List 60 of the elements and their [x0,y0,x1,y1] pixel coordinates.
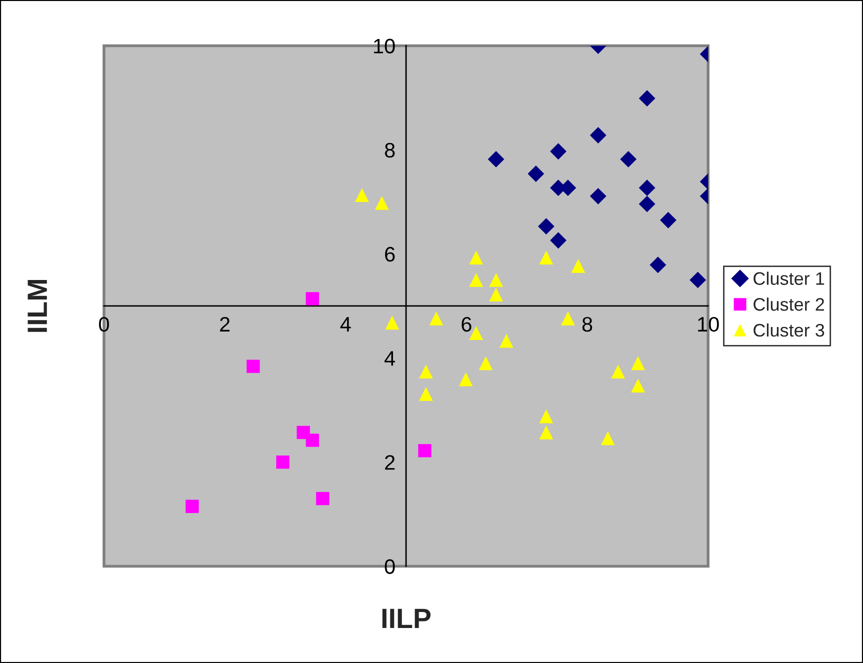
point [418,444,432,458]
point [499,334,514,348]
point [419,386,433,401]
point [246,360,260,373]
legend-label: Cluster 1 [754,272,824,285]
y-tick-label: 10 [374,38,395,54]
y-tick-label: 4 [384,351,396,366]
point [419,364,433,378]
point [611,364,626,378]
x-tick-label: 0 [99,316,109,332]
point [550,232,566,249]
point [489,273,503,287]
y-tick-label: 6 [385,246,395,262]
x-axis-title: IILP [382,608,431,628]
point [620,150,637,168]
point [638,90,656,107]
point [590,127,606,144]
x-tick-label: 4 [340,317,351,332]
point [539,409,554,424]
y-tick-label: 0 [384,559,395,574]
point [355,188,369,202]
point [385,316,400,330]
point [186,500,199,513]
point [638,180,656,196]
x-tick-label: 6 [462,316,472,332]
y-tick-label: 2 [385,455,395,470]
point [538,218,554,235]
point [539,426,554,440]
point [560,312,575,326]
point [571,258,586,273]
point [489,288,503,302]
point [478,356,493,370]
point [469,250,484,265]
point [306,292,319,306]
x-tick-label: 2 [220,316,230,332]
y-tick-label: 8 [384,142,395,158]
point [550,143,566,160]
point [631,378,645,393]
legend-label: Cluster 2 [754,298,824,311]
point [638,196,656,212]
y-axis-title: IILM [28,280,47,332]
point [374,196,389,210]
point [690,272,706,288]
point [316,492,330,506]
legend-label: Cluster 3 [754,323,824,337]
point [306,434,319,447]
point [469,273,484,287]
x-tick-label: 8 [582,316,592,332]
point [590,188,606,204]
point [660,212,676,228]
point [488,150,504,168]
point [528,166,544,182]
point [458,372,473,386]
point [276,456,290,469]
point [631,356,645,370]
point [650,256,666,274]
point [539,250,554,265]
point [429,312,444,326]
point [600,431,615,446]
x-tick-label: 10 [698,316,719,332]
